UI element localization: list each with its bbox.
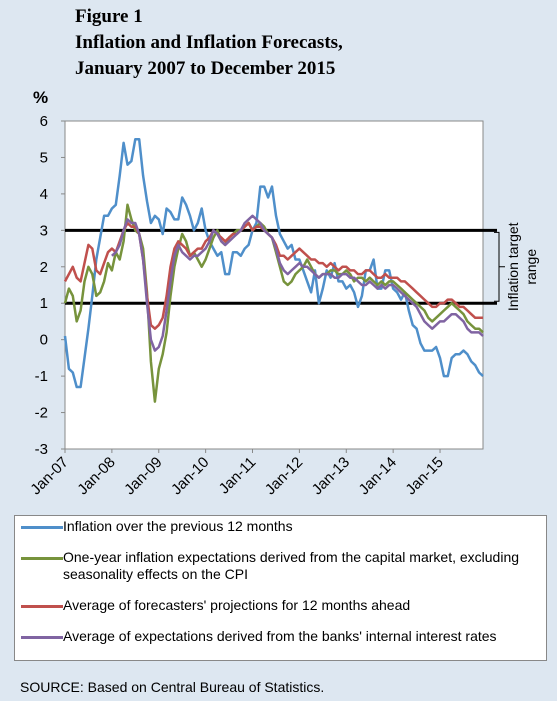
- legend-item: One-year inflation expectations derived …: [21, 549, 540, 583]
- x-tick-label: Jan-08: [74, 454, 118, 498]
- legend-label: Average of forecasters' projections for …: [63, 597, 411, 613]
- annotation: Inflation target: [505, 222, 521, 311]
- legend: Inflation over the previous 12 months One…: [14, 515, 547, 661]
- y-tick-label: -2: [35, 405, 48, 422]
- legend-item: Average of expectations derived from the…: [21, 628, 540, 645]
- x-tick-label: Jan-07: [27, 454, 71, 498]
- series-line: [111, 214, 484, 352]
- annotation: range: [523, 249, 539, 285]
- bracket: [494, 231, 505, 302]
- legend-item: Average of forecasters' projections for …: [21, 597, 540, 614]
- y-tick-label: 4: [40, 186, 48, 203]
- x-tick-label: Jan-14: [356, 454, 400, 498]
- legend-label: Inflation over the previous 12 months: [63, 518, 293, 534]
- y-axis-label: %: [33, 88, 48, 107]
- legend-swatch: [21, 526, 63, 529]
- chart: Figure 1 Inflation and Inflation Forecas…: [27, 6, 539, 498]
- chart-title: Inflation and Inflation Forecasts,: [75, 32, 343, 53]
- chart-title: January 2007 to December 2015: [75, 58, 335, 79]
- x-tick-label: Jan-15: [402, 454, 446, 498]
- legend-item: Inflation over the previous 12 months: [21, 518, 540, 535]
- x-tick-label: Jan-11: [216, 454, 260, 498]
- series-line: [63, 137, 484, 389]
- x-tick-label: Jan-09: [121, 454, 165, 498]
- y-tick-label: 5: [40, 149, 48, 166]
- x-tick-label: Jan-13: [309, 454, 353, 498]
- y-tick-label: 3: [40, 222, 48, 239]
- y-tick-label: 6: [40, 113, 48, 130]
- legend-swatch: [21, 636, 63, 639]
- source: SOURCE: Based on Central Bureau of Stati…: [20, 679, 325, 695]
- figure-label: Figure 1: [75, 6, 143, 27]
- legend-swatch: [21, 557, 63, 560]
- legend-label: Average of expectations derived from the…: [63, 628, 497, 644]
- y-tick-label: 2: [40, 259, 48, 276]
- y-tick-label: -1: [35, 368, 48, 385]
- y-tick-label: -3: [35, 441, 48, 458]
- x-tick-label: Jan-12: [262, 454, 306, 498]
- legend-label: One-year inflation expectations derived …: [63, 549, 520, 582]
- plot-area: [64, 120, 484, 450]
- x-tick-label: Jan-10: [168, 454, 212, 498]
- y-tick-label: 1: [40, 295, 48, 312]
- legend-swatch: [21, 605, 63, 608]
- y-tick-label: 0: [40, 332, 48, 349]
